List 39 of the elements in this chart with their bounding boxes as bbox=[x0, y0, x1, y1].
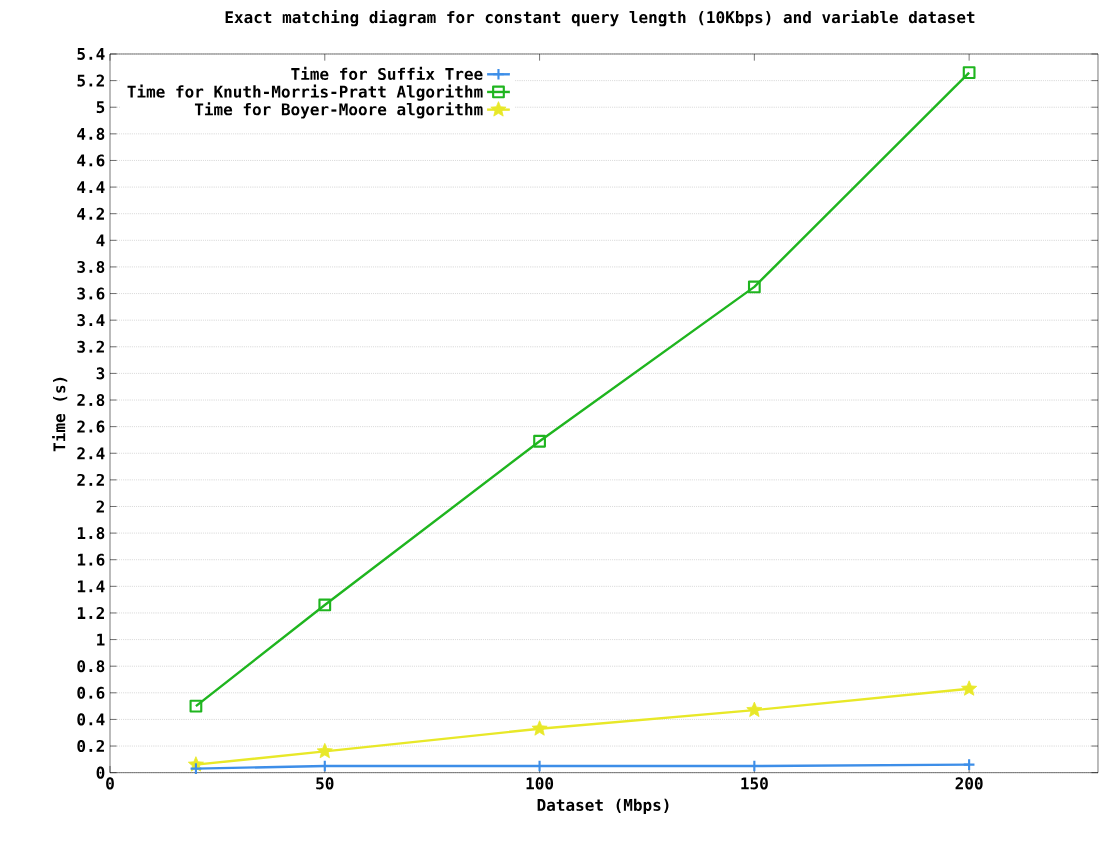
y-tick-label: 3.4 bbox=[77, 314, 105, 327]
legend-label: Time for Knuth-Morris-Pratt Algorithm bbox=[127, 84, 483, 101]
x-tick-label: 150 bbox=[741, 777, 768, 790]
y-tick-label: 0.2 bbox=[77, 740, 104, 753]
y-tick-label: 5.4 bbox=[77, 48, 105, 61]
x-tick-label: 50 bbox=[316, 777, 334, 790]
x-tick-label: 200 bbox=[955, 777, 983, 790]
y-tick-label: 4.6 bbox=[77, 154, 105, 167]
y-tick-label: 4 bbox=[96, 234, 105, 247]
x-axis-title: Dataset (Mbps) bbox=[537, 798, 669, 815]
y-tick-label: 0.4 bbox=[77, 713, 105, 726]
y-tick-label: 1.8 bbox=[77, 527, 105, 540]
y-tick-label: 3.6 bbox=[77, 287, 105, 300]
y-tick-label: 2.2 bbox=[77, 474, 104, 486]
y-tick-label: 5.2 bbox=[77, 74, 104, 87]
y-tick-label: 3 bbox=[96, 367, 105, 380]
legend-label: Time for Boyer-Moore algorithm bbox=[194, 102, 483, 119]
y-tick-label: 4.2 bbox=[77, 207, 104, 220]
y-tick-label: 1 bbox=[97, 633, 105, 646]
y-tick-label: 1.4 bbox=[77, 580, 105, 593]
x-tick-label: 100 bbox=[526, 777, 554, 790]
y-tick-label: 1.6 bbox=[77, 553, 105, 566]
y-tick-label: 0.8 bbox=[77, 660, 105, 673]
y-tick-label: 2.8 bbox=[77, 394, 105, 407]
y-tick-label: 3.2 bbox=[77, 340, 104, 354]
y-tick-label: 3.8 bbox=[77, 261, 105, 274]
y-tick-label: 5 bbox=[96, 101, 105, 114]
y-tick-label: 0 bbox=[96, 766, 105, 779]
y-tick-label: 2.6 bbox=[77, 420, 105, 433]
x-tick-label: 0 bbox=[106, 777, 114, 790]
y-tick-label: 0.6 bbox=[77, 686, 105, 700]
y-tick-label: 2 bbox=[96, 500, 104, 513]
y-axis-title: Time (s) bbox=[52, 377, 68, 452]
y-tick-label: 1.2 bbox=[77, 607, 104, 620]
y-tick-label: 4.4 bbox=[77, 181, 105, 194]
legend-label: Time for Suffix Tree bbox=[291, 66, 483, 81]
y-tick-label: 2.4 bbox=[77, 447, 105, 460]
y-tick-label: 4.8 bbox=[77, 127, 105, 141]
chart-title: Exact matching diagram for constant query length (10Kbps) and variable dataset bbox=[225, 10, 975, 27]
